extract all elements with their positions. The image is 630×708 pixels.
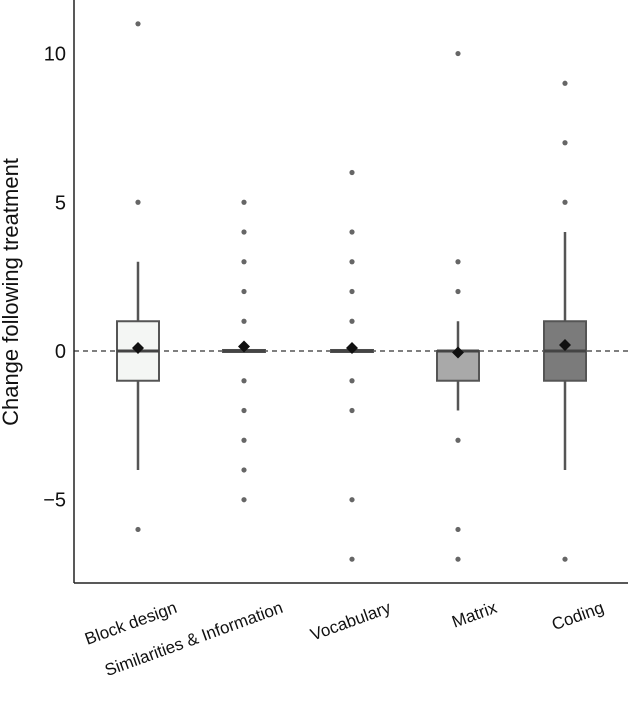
box-3-outlier-point [349,407,355,414]
box-1-mean-marker [132,342,144,355]
box-3-outlier-point [349,497,355,503]
box-5-outlier-point [562,199,568,205]
axes-layer [73,0,628,584]
box-4-outlier-point [455,50,461,57]
box-2-outlier-point [241,199,247,205]
x-category-label: Vocabulary [308,598,394,645]
box-1-outlier-point [135,21,141,27]
box-4-outlier-point [455,437,461,443]
x-category-label: Matrix [449,598,499,632]
box-4-outlier-point [455,288,461,295]
y-axis-title: Change following treatment [0,158,23,426]
x-category-label: Similarities & Information [102,598,285,680]
box-3-outlier-point [349,378,355,384]
box-2-outlier-point [241,437,247,443]
box-5-outlier-point [562,556,568,562]
box-4-outlier-point [455,526,461,533]
box-2-outlier-point [241,259,247,265]
box-2-outlier-point [241,288,247,295]
box-2-outlier-point [241,378,247,384]
box-3-outlier-point [349,229,355,235]
box-2-outlier-point [241,467,247,473]
box-2-outlier-point [241,318,247,324]
box-4-outlier-point [455,556,461,562]
x-category-label: Coding [549,598,606,634]
box-3-outlier-point [349,556,355,562]
box-2-outlier-point [241,407,247,414]
box-3-outlier-point [349,169,355,176]
box-2-mean-marker [238,340,250,353]
box-2-outlier-point [241,497,247,503]
box-5-outlier-point [562,140,568,146]
y-tick-label: 5 [55,192,66,214]
boxes-layer [116,21,587,562]
box-1-outlier-point [135,526,141,533]
box-3-outlier-point [349,318,355,324]
y-tick-label: 10 [44,44,66,66]
box-3-mean-marker [346,342,358,355]
box-3-outlier-point [349,259,355,265]
box-5-mean-marker [559,339,571,352]
y-tick-label: −5 [43,490,66,512]
box-1-outlier-point [135,199,141,205]
box-5-outlier-point [562,80,568,86]
box-3-outlier-point [349,288,355,295]
y-tick-label: 0 [55,341,66,363]
box-4-mean-marker [452,346,464,359]
box-4-outlier-point [455,259,461,265]
box-2-outlier-point [241,229,247,235]
